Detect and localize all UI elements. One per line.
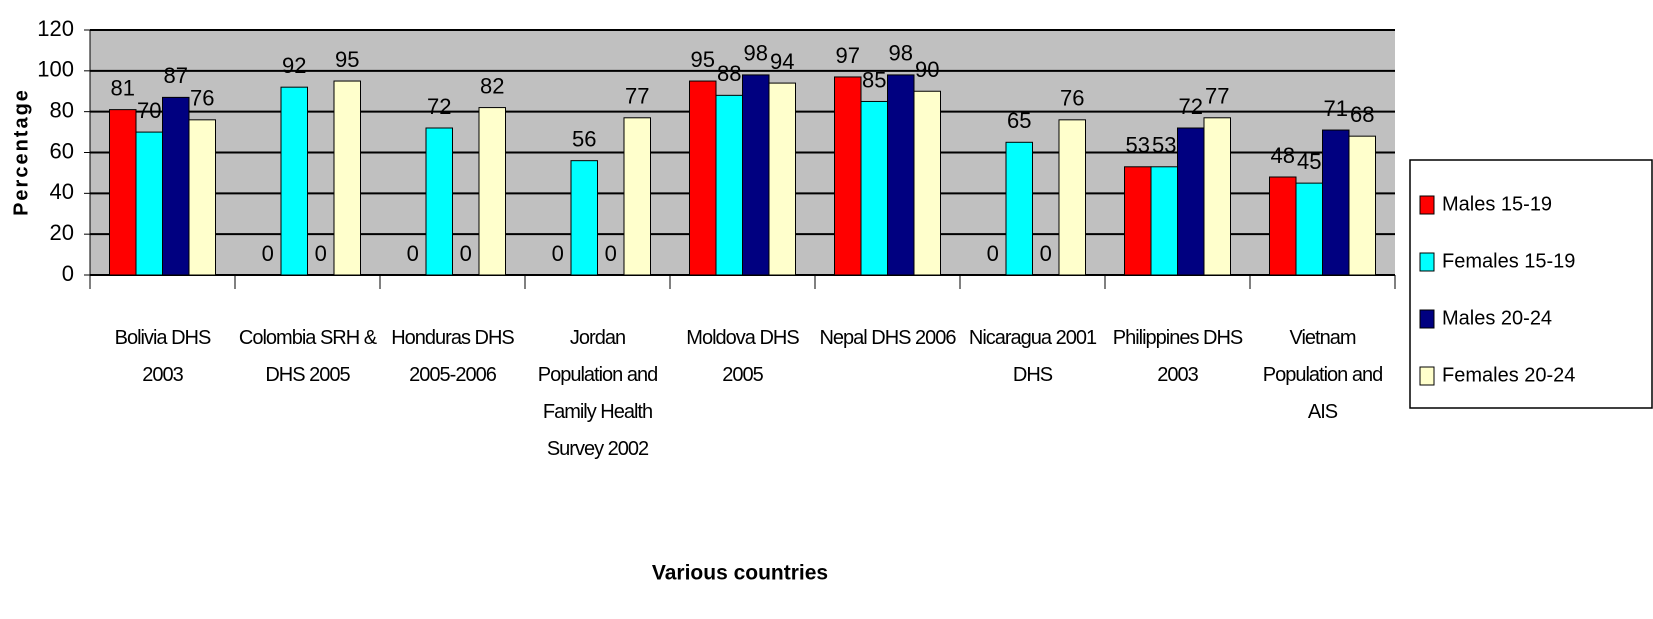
x-tick-label: Philippines DHS 2003 bbox=[1112, 327, 1244, 386]
data-label: 76 bbox=[190, 86, 214, 111]
data-label: 72 bbox=[1179, 94, 1203, 119]
bar bbox=[1295, 182, 1323, 276]
bar bbox=[1005, 141, 1033, 276]
bar bbox=[715, 94, 743, 276]
legend bbox=[1409, 159, 1653, 409]
bar bbox=[768, 82, 796, 276]
bar bbox=[1124, 166, 1152, 276]
data-label: 48 bbox=[1271, 143, 1295, 168]
bar bbox=[1177, 127, 1205, 276]
bar bbox=[1150, 166, 1178, 276]
bar bbox=[913, 90, 941, 276]
data-label: 0 bbox=[407, 241, 419, 266]
bar bbox=[1348, 135, 1376, 276]
bar bbox=[623, 117, 651, 276]
data-label: 72 bbox=[427, 94, 451, 119]
data-label: 65 bbox=[1007, 108, 1031, 133]
bar bbox=[425, 127, 453, 276]
bar bbox=[860, 100, 888, 276]
data-label: 77 bbox=[1205, 84, 1229, 109]
data-label: 56 bbox=[572, 126, 596, 151]
x-axis-title: Various countries bbox=[652, 562, 828, 585]
bar bbox=[478, 107, 506, 276]
data-label: 98 bbox=[889, 41, 913, 66]
bar bbox=[1322, 129, 1350, 276]
y-axis-title: Percentage bbox=[10, 88, 32, 216]
x-tick-label: Nicaragua 2001 DHS bbox=[968, 327, 1097, 386]
data-label: 71 bbox=[1324, 96, 1348, 121]
data-label: 0 bbox=[552, 241, 564, 266]
x-tick-label: Moldova DHS 2005 bbox=[686, 327, 799, 386]
data-label: 92 bbox=[282, 53, 306, 78]
data-label: 94 bbox=[770, 49, 794, 74]
data-label: 0 bbox=[1040, 241, 1052, 266]
bar bbox=[570, 160, 598, 276]
bar bbox=[188, 119, 216, 276]
legend-label: Females 15-19 bbox=[1442, 250, 1575, 272]
data-label: 81 bbox=[111, 75, 135, 100]
data-label: 0 bbox=[605, 241, 617, 266]
bar bbox=[1269, 176, 1297, 276]
data-label: 95 bbox=[335, 47, 359, 72]
legend-swatch bbox=[1419, 366, 1435, 386]
x-tick-label: Vietnam Population and AIS bbox=[1262, 327, 1383, 423]
legend-label: Males 15-19 bbox=[1442, 193, 1552, 215]
y-tick-label: 20 bbox=[50, 220, 74, 245]
y-tick-label: 60 bbox=[50, 138, 74, 163]
bar bbox=[162, 96, 190, 276]
bar bbox=[742, 74, 770, 276]
data-label: 90 bbox=[915, 57, 939, 82]
legend-swatch bbox=[1419, 309, 1435, 329]
x-tick-label: Colombia SRH & DHS 2005 bbox=[238, 327, 377, 386]
x-tick-label: Nepal DHS 2006 bbox=[819, 327, 956, 349]
x-tick-label: Honduras DHS 2005-2006 bbox=[391, 327, 515, 386]
y-tick-label: 120 bbox=[37, 16, 74, 41]
bar bbox=[333, 80, 361, 276]
data-label: 82 bbox=[480, 73, 504, 98]
legend-label: Females 20-24 bbox=[1442, 364, 1575, 386]
y-tick-label: 40 bbox=[50, 179, 74, 204]
data-label: 97 bbox=[836, 43, 860, 68]
y-tick-label: 100 bbox=[37, 57, 74, 82]
data-label: 76 bbox=[1060, 86, 1084, 111]
legend-swatch bbox=[1419, 195, 1435, 215]
data-label: 87 bbox=[164, 63, 188, 88]
data-label: 0 bbox=[987, 241, 999, 266]
legend-label: Males 20-24 bbox=[1442, 307, 1552, 329]
legend-swatch bbox=[1419, 252, 1435, 272]
data-label: 85 bbox=[862, 67, 886, 92]
y-tick-label: 0 bbox=[62, 261, 74, 286]
x-tick-label: Jordan Population and Family Health Surv… bbox=[537, 327, 658, 460]
data-label: 95 bbox=[691, 47, 715, 72]
data-label: 45 bbox=[1297, 149, 1321, 174]
bar bbox=[109, 109, 137, 276]
data-label: 0 bbox=[262, 241, 274, 266]
data-label: 98 bbox=[744, 41, 768, 66]
data-label: 0 bbox=[460, 241, 472, 266]
bar bbox=[135, 131, 163, 276]
data-label: 0 bbox=[315, 241, 327, 266]
bar bbox=[887, 74, 915, 276]
data-label: 68 bbox=[1350, 102, 1374, 127]
y-tick-label: 80 bbox=[50, 97, 74, 122]
data-label: 53 bbox=[1126, 133, 1150, 158]
data-label: 77 bbox=[625, 84, 649, 109]
data-label: 70 bbox=[137, 98, 161, 123]
bar bbox=[1058, 119, 1086, 276]
bar bbox=[689, 80, 717, 276]
bar bbox=[1203, 117, 1231, 276]
bar bbox=[280, 86, 308, 276]
x-tick-label: Bolivia DHS 2003 bbox=[114, 327, 212, 386]
data-label: 53 bbox=[1152, 133, 1176, 158]
bar bbox=[834, 76, 862, 276]
data-label: 88 bbox=[717, 61, 741, 86]
